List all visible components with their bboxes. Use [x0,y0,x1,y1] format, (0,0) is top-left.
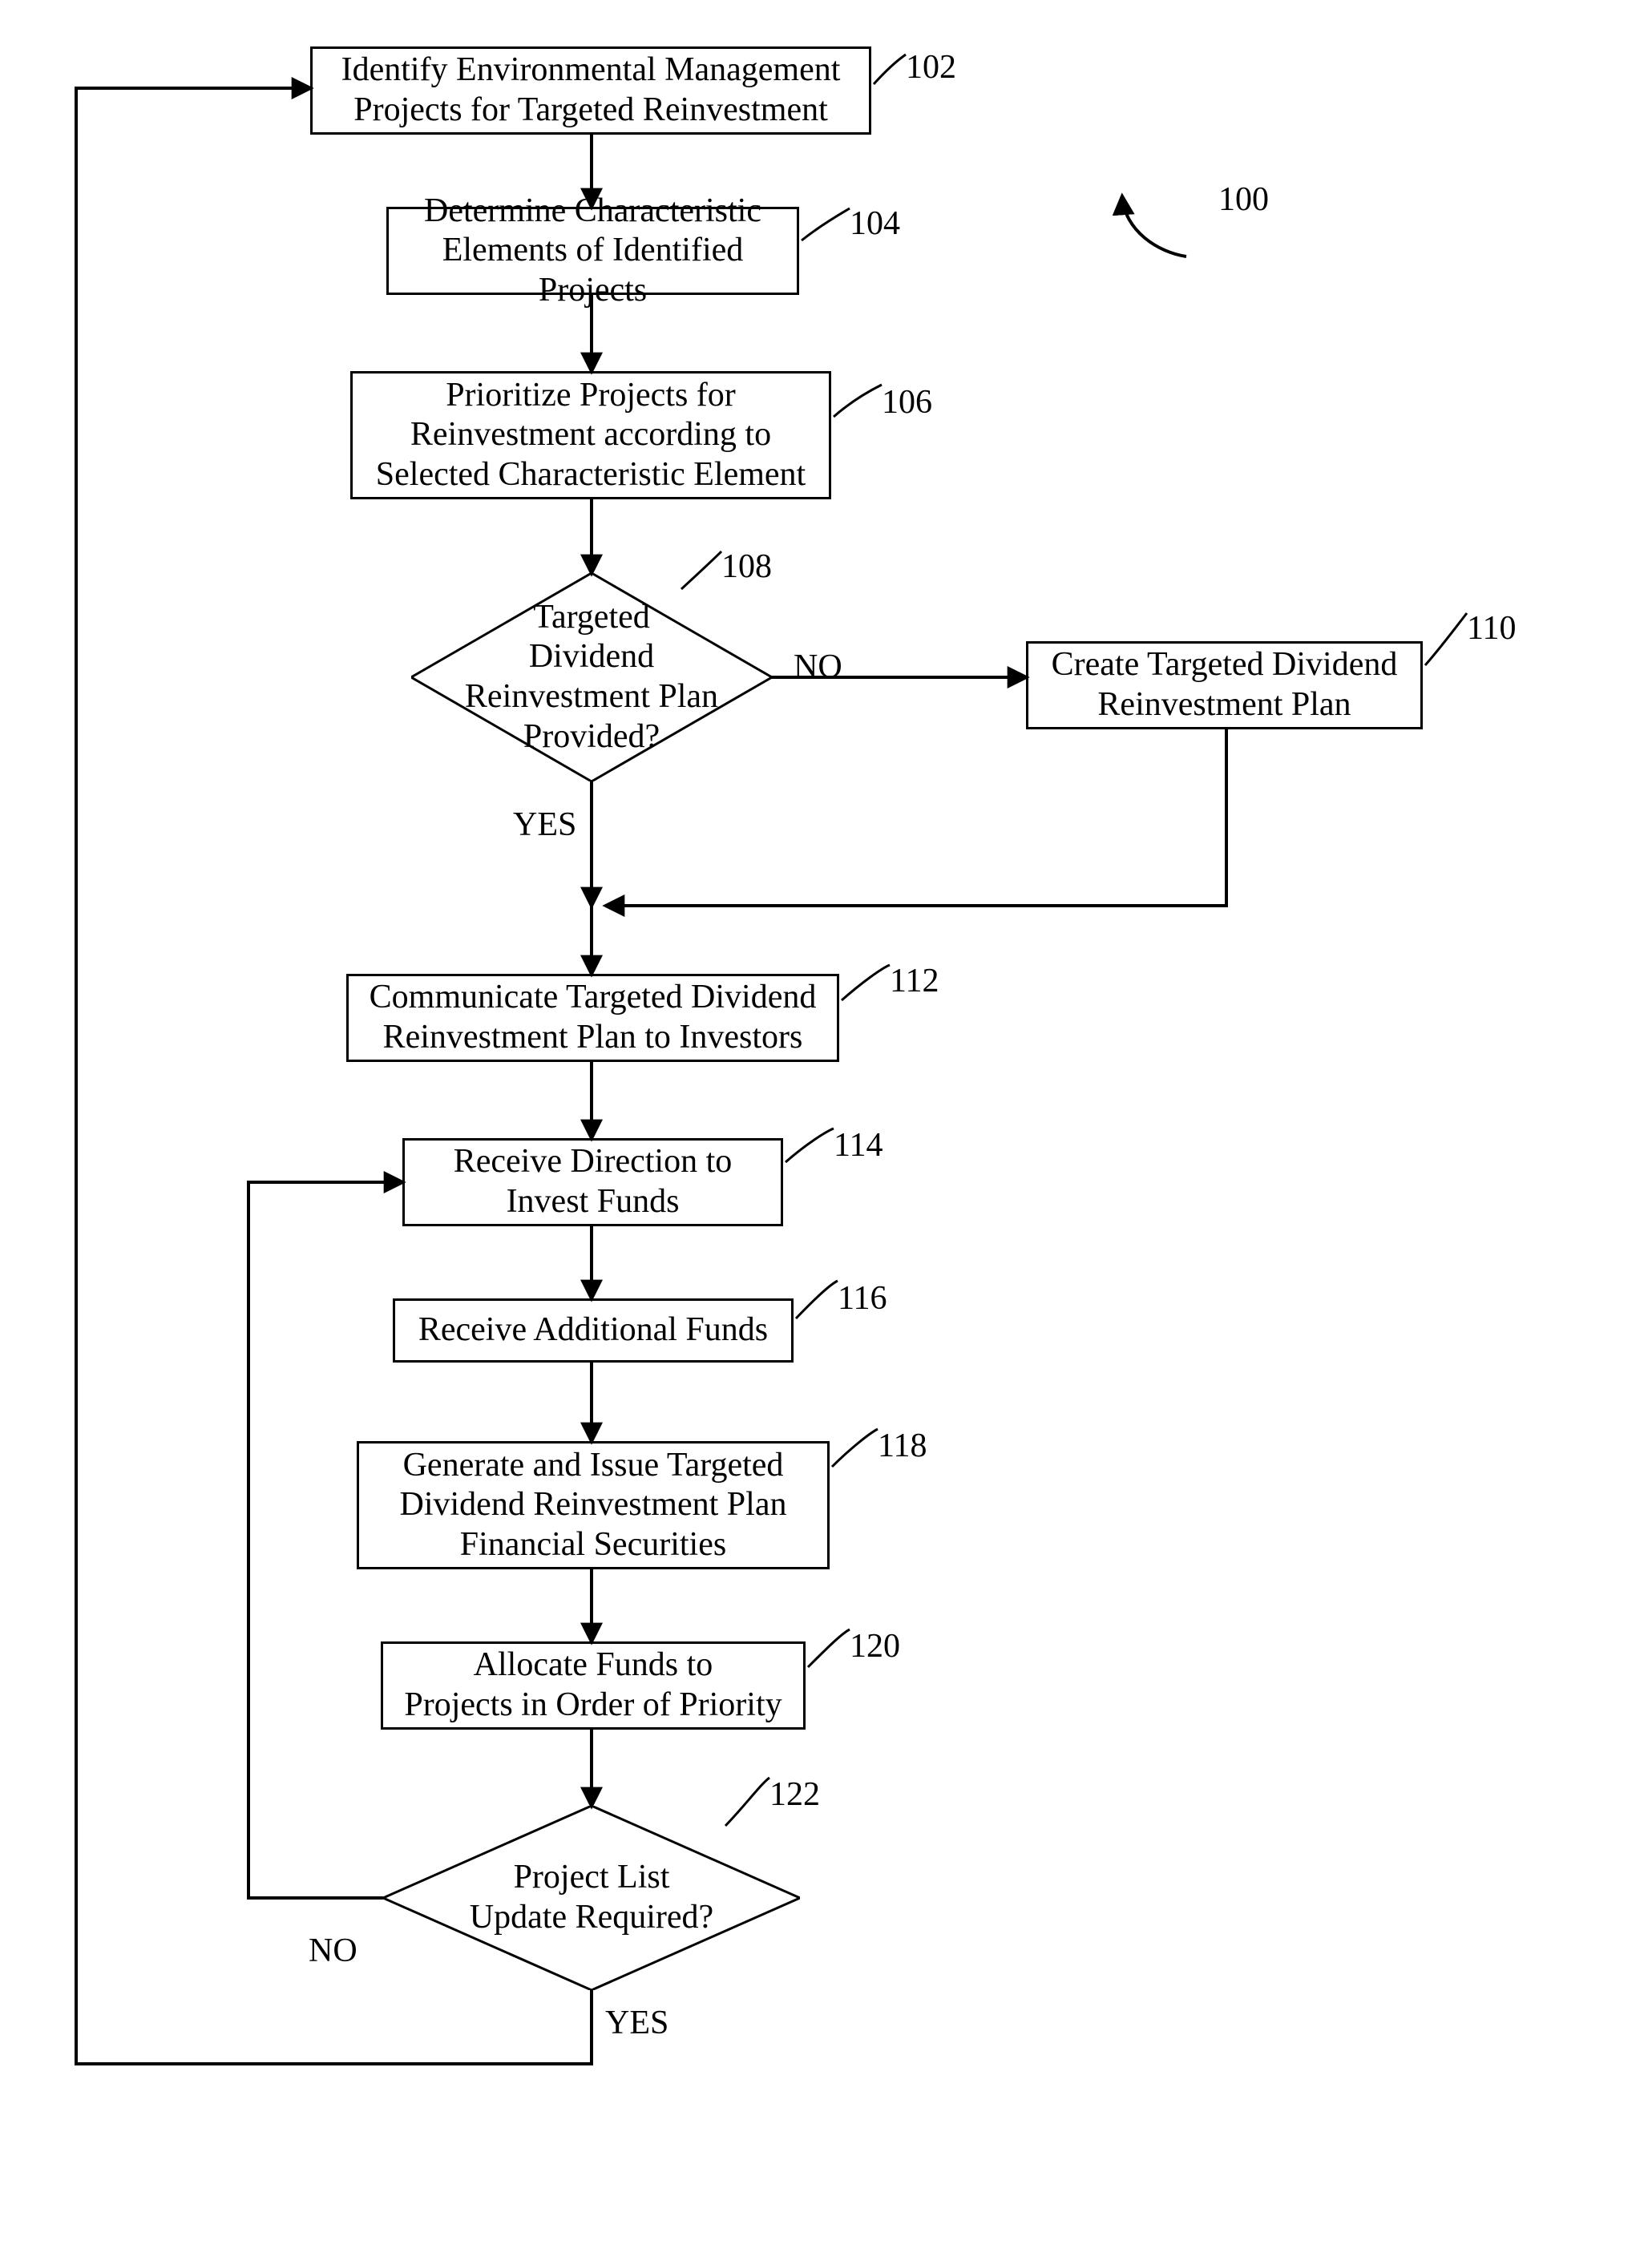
node-116-text: Receive Additional Funds [418,1310,768,1351]
node-104-text: Determine CharacteristicElements of Iden… [400,192,786,311]
edges-overlay [0,0,1652,2249]
node-104: Determine CharacteristicElements of Iden… [386,207,799,295]
node-114-text: Receive Direction toInvest Funds [454,1142,733,1221]
node-112: Communicate Targeted DividendReinvestmen… [346,974,839,1062]
label-yes-108: YES [513,806,576,844]
node-108: TargetedDividendReinvestment PlanProvide… [411,573,772,781]
label-no-108: NO [794,648,842,686]
ref-106: 106 [882,383,932,422]
node-106: Prioritize Projects forReinvestment acco… [350,371,831,499]
node-122-text: Project ListUpdate Required? [470,1858,713,1937]
ref-110: 110 [1467,609,1516,648]
node-110-text: Create Targeted DividendReinvestment Pla… [1052,645,1398,725]
node-108-text: TargetedDividendReinvestment PlanProvide… [465,598,718,757]
ref-112: 112 [890,962,939,1000]
ref-100: 100 [1218,180,1269,219]
ref-102: 102 [906,48,956,87]
node-102-text: Identify Environmental ManagementProject… [341,50,841,130]
node-120: Allocate Funds toProjects in Order of Pr… [381,1641,806,1730]
node-122: Project ListUpdate Required? [383,1806,800,1990]
ref-108: 108 [721,547,772,586]
node-116: Receive Additional Funds [393,1298,794,1363]
ref-120: 120 [850,1627,900,1666]
node-112-text: Communicate Targeted DividendReinvestmen… [370,978,817,1057]
node-110: Create Targeted DividendReinvestment Pla… [1026,641,1423,729]
node-118-text: Generate and Issue TargetedDividend Rein… [400,1446,787,1565]
ref-118: 118 [878,1427,927,1465]
flowchart-canvas: Identify Environmental ManagementProject… [0,0,1652,2249]
ref-114: 114 [834,1126,883,1165]
label-no-122: NO [309,1932,357,1970]
node-102: Identify Environmental ManagementProject… [310,46,871,135]
node-106-text: Prioritize Projects forReinvestment acco… [376,376,806,495]
node-114: Receive Direction toInvest Funds [402,1138,783,1226]
node-118: Generate and Issue TargetedDividend Rein… [357,1441,830,1569]
ref-104: 104 [850,204,900,243]
node-120-text: Allocate Funds toProjects in Order of Pr… [404,1645,782,1725]
ref-116: 116 [838,1279,887,1318]
ref-122: 122 [769,1775,820,1814]
label-yes-122: YES [605,2004,668,2042]
